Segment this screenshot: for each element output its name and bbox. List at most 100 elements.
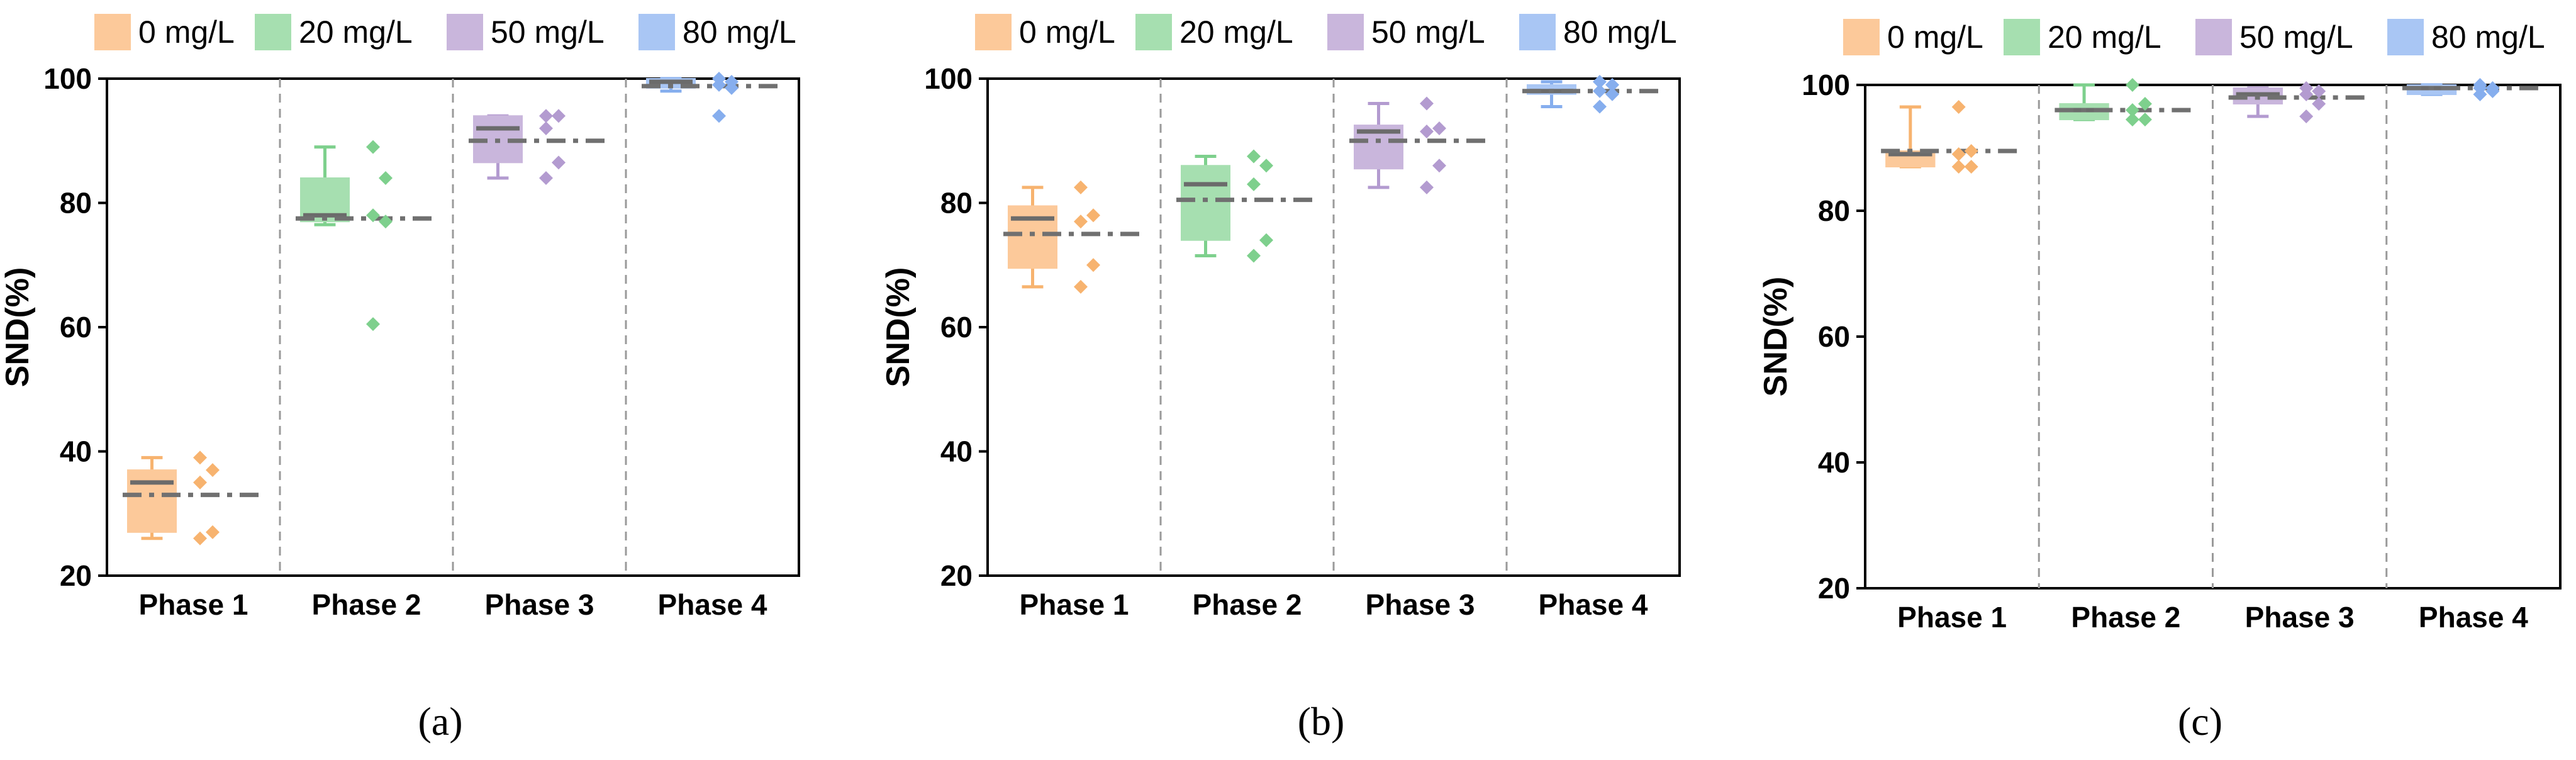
data-point <box>1247 249 1261 263</box>
legend-swatch-2 <box>2004 19 2040 55</box>
legend-swatch-3 <box>1327 14 1364 50</box>
legend-label-4: 80 mg/L <box>2431 20 2545 55</box>
legend-swatch-3 <box>2195 19 2232 55</box>
data-point <box>725 81 739 95</box>
y-axis-label: SND(%) <box>880 267 917 388</box>
data-point <box>1259 233 1273 247</box>
data-point <box>2473 87 2487 101</box>
legend-swatch-3 <box>447 14 483 50</box>
data-point <box>712 77 726 92</box>
x-tick-label: Phase 3 <box>485 588 594 621</box>
legend-label-2: 20 mg/L <box>1179 14 1293 50</box>
data-point <box>539 109 553 123</box>
y-tick-label: 20 <box>60 559 92 592</box>
data-point <box>1432 159 1446 173</box>
legend-swatch-1 <box>1843 19 1880 55</box>
data-point <box>1964 144 1978 158</box>
data-point <box>1951 160 1966 174</box>
panel-caption: (b) <box>1298 699 1345 744</box>
data-point <box>379 215 393 229</box>
data-point <box>1605 77 1619 92</box>
data-point <box>712 109 726 123</box>
legend-label-3: 50 mg/L <box>1371 14 1485 50</box>
box-body <box>1181 165 1230 241</box>
y-axis-label: SND(%) <box>1758 277 1794 397</box>
legend-label-2: 20 mg/L <box>2048 20 2161 55</box>
panel-caption: (a) <box>418 699 462 744</box>
data-point <box>193 450 207 465</box>
x-tick-label: Phase 1 <box>1020 588 1129 621</box>
legend-label-2: 20 mg/L <box>299 14 413 50</box>
data-point <box>1605 87 1619 101</box>
data-point <box>1964 160 1978 174</box>
y-tick-label: 60 <box>60 311 92 344</box>
y-tick-label: 100 <box>43 62 92 95</box>
data-point <box>1247 149 1261 164</box>
y-tick-label: 40 <box>940 435 973 468</box>
data-point <box>2299 87 2314 101</box>
y-tick-label: 40 <box>60 435 92 468</box>
data-point <box>2312 97 2326 111</box>
legend-label-3: 50 mg/L <box>2239 20 2353 55</box>
legend-label-3: 50 mg/L <box>491 14 605 50</box>
data-point <box>1074 279 1088 294</box>
y-tick-label: 20 <box>1818 572 1850 605</box>
x-tick-label: Phase 2 <box>1193 588 1302 621</box>
data-point <box>2125 103 2139 117</box>
data-point <box>206 463 220 478</box>
x-tick-label: Phase 1 <box>139 588 248 621</box>
legend-swatch-2 <box>1135 14 1172 50</box>
data-point <box>206 525 220 539</box>
y-tick-label: 60 <box>940 311 973 344</box>
legend-swatch-1 <box>94 14 131 50</box>
data-point <box>2125 113 2139 126</box>
data-point <box>2485 84 2500 98</box>
data-point <box>1420 96 1434 111</box>
data-point <box>2138 97 2152 111</box>
data-point <box>1247 177 1261 191</box>
data-point <box>1420 124 1434 138</box>
data-point <box>539 171 553 185</box>
y-tick-label: 80 <box>1818 194 1850 227</box>
data-point <box>1951 100 1966 114</box>
legend-swatch-1 <box>975 14 1012 50</box>
y-tick-label: 80 <box>60 187 92 220</box>
y-tick-label: 100 <box>924 62 973 95</box>
x-tick-label: Phase 3 <box>2245 601 2355 634</box>
x-tick-label: Phase 4 <box>2419 601 2528 634</box>
legend-swatch-2 <box>255 14 291 50</box>
data-point <box>539 121 553 135</box>
legend-label-4: 80 mg/L <box>1563 14 1677 50</box>
data-point <box>2299 109 2314 123</box>
legend-swatch-4 <box>1519 14 1556 50</box>
x-tick-label: Phase 1 <box>1897 601 2007 634</box>
y-tick-label: 100 <box>1802 69 1850 101</box>
x-tick-label: Phase 2 <box>2071 601 2180 634</box>
legend-label-1: 0 mg/L <box>138 14 235 50</box>
chart-panel-3: 0 mg/L 20 mg/L 50 mg/L 80 mg/L 20 40 60 80 100 SN… <box>1758 19 2562 744</box>
data-point <box>552 109 566 123</box>
x-tick-label: Phase 3 <box>1366 588 1475 621</box>
data-point <box>1259 159 1273 173</box>
data-point <box>193 475 207 489</box>
data-point <box>1593 74 1607 89</box>
chart-panel-2: 0 mg/L 20 mg/L 50 mg/L 80 mg/L 20 40 60 80 100 SN… <box>880 14 1681 744</box>
legend-swatch-4 <box>638 14 675 50</box>
legend-label-1: 0 mg/L <box>1019 14 1115 50</box>
data-point <box>379 171 393 185</box>
data-point <box>1432 121 1446 135</box>
data-point <box>2138 113 2152 126</box>
data-point <box>2312 84 2326 98</box>
box-body <box>127 469 177 533</box>
data-point <box>1086 208 1100 223</box>
y-axis-label: SND(%) <box>0 267 36 388</box>
data-point <box>193 531 207 545</box>
data-point <box>1420 180 1434 194</box>
box-body <box>1008 205 1057 269</box>
y-tick-label: 80 <box>940 187 973 220</box>
y-tick-label: 40 <box>1818 446 1850 479</box>
x-tick-label: Phase 2 <box>312 588 421 621</box>
data-point <box>1593 99 1607 114</box>
data-point <box>552 155 566 170</box>
